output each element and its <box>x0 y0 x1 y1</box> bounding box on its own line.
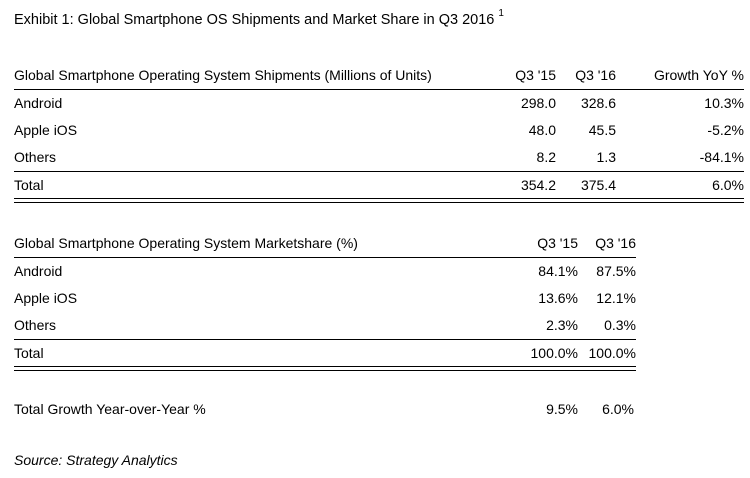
total-label: Total <box>14 339 516 367</box>
row-label: Apple iOS <box>14 122 78 138</box>
source-note: Source: Strategy Analytics <box>14 452 178 468</box>
shipments-header-row: Global Smartphone Operating System Shipm… <box>14 62 744 90</box>
marketshare-table: Global Smartphone Operating System Marke… <box>14 230 636 367</box>
shipments-double-rule <box>14 198 744 203</box>
total-q3-15: 100.0% <box>516 339 578 367</box>
row-label: Apple iOS <box>14 290 78 306</box>
table-row: Android 84.1% 87.5% <box>14 258 636 286</box>
total-q3-15: 354.2 <box>494 171 556 199</box>
footnote-marker: 1 <box>498 8 504 19</box>
total-growth-label: Total Growth Year-over-Year % <box>14 401 206 417</box>
exhibit-title-text: Exhibit 1: Global Smartphone OS Shipment… <box>14 11 495 28</box>
total-growth-row: Total Growth Year-over-Year % 9.5% 6.0% <box>14 396 636 423</box>
cell-q3-16: 328.6 <box>580 95 616 111</box>
shipments-header-q3-16: Q3 '16 <box>556 62 616 90</box>
row-label: Android <box>14 263 63 279</box>
total-q3-16: 375.4 <box>556 171 616 199</box>
total-growth: 6.0% <box>616 171 744 199</box>
row-label: Others <box>14 317 57 333</box>
cell-q3-16: 87.5% <box>596 263 636 279</box>
cell-q3-16: 1.3 <box>596 149 616 165</box>
total-label: Total <box>14 171 494 199</box>
total-row: Total 354.2 375.4 6.0% <box>14 171 744 199</box>
table-row: Apple iOS 13.6% 12.1% <box>14 285 636 312</box>
cell-growth: -84.1% <box>699 149 744 165</box>
marketshare-header-q3-15: Q3 '15 <box>516 230 578 258</box>
cell-q3-15: 48.0 <box>528 122 556 138</box>
total-q3-16: 100.0% <box>578 339 636 367</box>
cell-q3-15: 13.6% <box>538 290 578 306</box>
exhibit-title: Exhibit 1: Global Smartphone OS Shipment… <box>14 8 504 28</box>
table-row: Others 8.2 1.3 -84.1% <box>14 144 744 172</box>
row-label: Android <box>14 95 63 111</box>
cell-q3-15: 298.0 <box>520 95 556 111</box>
shipments-header-growth: Growth YoY % <box>616 62 744 90</box>
marketshare-header-q3-16: Q3 '16 <box>578 230 636 258</box>
row-label: Others <box>14 149 57 165</box>
table-row: Others 2.3% 0.3% <box>14 312 636 340</box>
cell-q3-15: 84.1% <box>538 263 578 279</box>
cell-q3-16: 45.5 <box>588 122 616 138</box>
table-row: Android 298.0 328.6 10.3% <box>14 90 744 118</box>
marketshare-double-rule <box>14 366 636 371</box>
cell-q3-16: 12.1% <box>596 290 636 306</box>
cell-q3-15: 2.3% <box>546 317 578 333</box>
marketshare-header-row: Global Smartphone Operating System Marke… <box>14 230 636 258</box>
table-row: Apple iOS 48.0 45.5 -5.2% <box>14 117 744 144</box>
shipments-header-q3-15: Q3 '15 <box>494 62 556 90</box>
shipments-header-title: Global Smartphone Operating System Shipm… <box>14 62 494 90</box>
cell-q3-16: 0.3% <box>604 317 636 333</box>
cell-q3-15: 8.2 <box>536 149 556 165</box>
cell-growth: 10.3% <box>704 95 744 111</box>
total-row: Total 100.0% 100.0% <box>14 339 636 367</box>
shipments-table: Global Smartphone Operating System Shipm… <box>14 62 744 199</box>
total-growth-q3-16: 6.0% <box>602 401 634 417</box>
cell-growth: -5.2% <box>707 122 744 138</box>
marketshare-header-title: Global Smartphone Operating System Marke… <box>14 230 516 258</box>
total-growth-q3-15: 9.5% <box>546 401 578 417</box>
